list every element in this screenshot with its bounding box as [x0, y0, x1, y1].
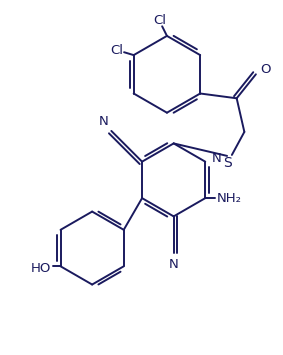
Text: N: N — [99, 115, 109, 128]
Text: NH₂: NH₂ — [217, 192, 242, 204]
Text: N: N — [212, 152, 222, 165]
Text: Cl: Cl — [153, 14, 166, 27]
Text: Cl: Cl — [110, 44, 123, 57]
Text: N: N — [169, 258, 179, 271]
Text: O: O — [260, 63, 271, 76]
Text: S: S — [223, 155, 231, 170]
Text: HO: HO — [31, 262, 52, 275]
